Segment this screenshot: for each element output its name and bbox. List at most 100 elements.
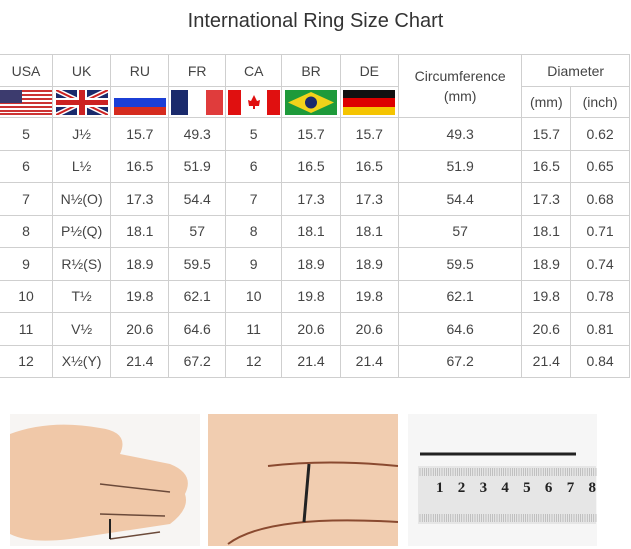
cell-ru: 20.6 [110, 312, 170, 346]
cell-fr: 57 [168, 214, 226, 248]
cell-br: 21.4 [281, 344, 341, 378]
header-ru: RU [110, 54, 170, 87]
cell-circumference: 67.2 [397, 344, 523, 378]
header-de: DE [339, 54, 399, 87]
table-row: 12 X½(Y) 21.4 67.2 12 21.4 21.4 67.2 21.4 0.84 [0, 344, 630, 378]
cell-ca: 9 [224, 247, 283, 281]
cell-uk: L½ [51, 149, 112, 183]
ring-size-table: USA UK RU FR CA BR DE Circumference (mm) … [0, 54, 630, 378]
cell-de: 20.6 [339, 312, 399, 346]
cell-diameter-mm: 15.7 [521, 117, 572, 151]
cell-fr: 49.3 [168, 117, 226, 151]
cell-br: 16.5 [281, 149, 341, 183]
cell-diameter-inch: 0.65 [570, 149, 630, 183]
cell-usa: 9 [0, 247, 53, 281]
cell-circumference: 62.1 [397, 279, 523, 313]
cell-ru: 18.1 [110, 214, 170, 248]
cell-usa: 6 [0, 149, 53, 183]
cell-diameter-inch: 0.74 [570, 247, 630, 281]
circumference-unit: (mm) [443, 88, 477, 104]
cell-uk: P½(Q) [51, 214, 112, 248]
cell-ca: 7 [224, 182, 283, 216]
cell-de: 21.4 [339, 344, 399, 378]
cell-diameter-inch: 0.68 [570, 182, 630, 216]
cell-br: 20.6 [281, 312, 341, 346]
cell-uk: R½(S) [51, 247, 112, 281]
cell-usa: 7 [0, 182, 53, 216]
cell-ru: 19.8 [110, 279, 170, 313]
cell-ca: 6 [224, 149, 283, 183]
cell-br: 18.9 [281, 247, 341, 281]
cell-diameter-inch: 0.78 [570, 279, 630, 313]
cell-ca: 11 [224, 312, 283, 346]
cell-de: 18.1 [339, 214, 399, 248]
cell-fr: 54.4 [168, 182, 226, 216]
cell-ca: 5 [224, 117, 283, 151]
cell-circumference: 49.3 [397, 117, 523, 151]
cell-diameter-mm: 21.4 [521, 344, 572, 378]
cell-diameter-mm: 18.9 [521, 247, 572, 281]
header-diameter-inch: (inch) [570, 86, 630, 118]
table-row: 11 V½ 20.6 64.6 11 20.6 20.6 64.6 20.6 0.81 [0, 312, 630, 346]
cell-ru: 18.9 [110, 247, 170, 281]
cell-diameter-mm: 19.8 [521, 279, 572, 313]
cell-uk: J½ [51, 117, 112, 151]
cell-diameter-mm: 16.5 [521, 149, 572, 183]
cell-ca: 10 [224, 279, 283, 313]
header-diameter: Diameter [521, 54, 630, 87]
cell-ru: 15.7 [110, 117, 170, 151]
france-flag [168, 86, 226, 118]
ruler-number: 1 [436, 480, 444, 496]
cell-fr: 51.9 [168, 149, 226, 183]
hand-photo [10, 414, 200, 546]
cell-fr: 67.2 [168, 344, 226, 378]
table-row: 9 R½(S) 18.9 59.5 9 18.9 18.9 59.5 18.9 0.74 [0, 247, 630, 281]
table-row: 10 T½ 19.8 62.1 10 19.8 19.8 62.1 19.8 0.78 [0, 279, 630, 313]
cell-de: 17.3 [339, 182, 399, 216]
cell-ru: 17.3 [110, 182, 170, 216]
cell-ca: 12 [224, 344, 283, 378]
uk-flag [51, 86, 112, 118]
us-flag [0, 86, 53, 118]
cell-diameter-mm: 17.3 [521, 182, 572, 216]
ruler-number: 3 [479, 480, 488, 496]
cell-usa: 10 [0, 279, 53, 313]
canada-flag [224, 86, 283, 118]
cell-br: 17.3 [281, 182, 341, 216]
table-row: 7 N½(O) 17.3 54.4 7 17.3 17.3 54.4 17.3 0.68 [0, 182, 630, 216]
cell-de: 15.7 [339, 117, 399, 151]
cell-diameter-inch: 0.62 [570, 117, 630, 151]
cell-diameter-inch: 0.81 [570, 312, 630, 346]
ruler-number: 5 [523, 480, 531, 496]
circumference-label: Circumference [414, 68, 506, 84]
cell-ru: 16.5 [110, 149, 170, 183]
cell-de: 19.8 [339, 279, 399, 313]
cell-fr: 59.5 [168, 247, 226, 281]
cell-uk: X½(Y) [51, 344, 112, 378]
cell-fr: 64.6 [168, 312, 226, 346]
cell-usa: 8 [0, 214, 53, 248]
cell-circumference: 59.5 [397, 247, 523, 281]
russia-flag [110, 86, 170, 118]
header-usa: USA [0, 54, 53, 87]
cell-br: 19.8 [281, 279, 341, 313]
cell-br: 15.7 [281, 117, 341, 151]
header-diameter-mm: (mm) [521, 86, 572, 118]
cell-br: 18.1 [281, 214, 341, 248]
ruler-number: 4 [501, 480, 509, 496]
cell-ca: 8 [224, 214, 283, 248]
cell-uk: T½ [51, 279, 112, 313]
brazil-flag [281, 86, 341, 118]
page-title: International Ring Size Chart [187, 10, 444, 32]
cell-uk: V½ [51, 312, 112, 346]
ruler-number: 7 [566, 480, 575, 496]
cell-usa: 5 [0, 117, 53, 151]
header-fr: FR [168, 54, 226, 87]
cell-usa: 11 [0, 312, 53, 346]
cell-diameter-inch: 0.84 [570, 344, 630, 378]
cell-circumference: 51.9 [397, 149, 523, 183]
finger-closeup-photo [208, 414, 398, 546]
cell-circumference: 54.4 [397, 182, 523, 216]
